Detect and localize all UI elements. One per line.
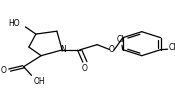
Text: Cl: Cl bbox=[116, 35, 124, 44]
Text: O: O bbox=[82, 64, 88, 73]
Text: N: N bbox=[60, 45, 65, 54]
Text: HO: HO bbox=[9, 19, 20, 29]
Text: OH: OH bbox=[33, 77, 45, 86]
Text: O: O bbox=[1, 66, 6, 75]
Text: Cl: Cl bbox=[169, 43, 175, 52]
Text: O: O bbox=[108, 45, 114, 54]
